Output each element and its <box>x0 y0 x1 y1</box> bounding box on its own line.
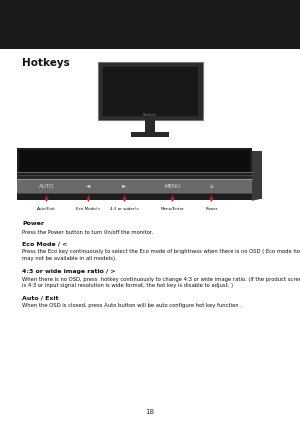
Bar <box>145 120 155 132</box>
Text: is 4:3 or input signal resolution is wide format, the hot key is disable to adju: is 4:3 or input signal resolution is wid… <box>22 283 233 288</box>
Text: ◄: ◄ <box>86 184 91 189</box>
Text: Power: Power <box>205 207 218 211</box>
Bar <box>17 148 252 200</box>
Text: AUTO: AUTO <box>39 184 54 189</box>
Text: When the OSD is closed, press Auto button will be auto configure hot key functio: When the OSD is closed, press Auto butto… <box>22 304 242 309</box>
Text: MENU: MENU <box>164 184 181 189</box>
Text: 18: 18 <box>146 409 154 415</box>
Bar <box>131 132 169 137</box>
Bar <box>17 179 252 193</box>
Text: Auto/Exit: Auto/Exit <box>37 207 56 211</box>
Bar <box>252 151 262 198</box>
Polygon shape <box>252 198 262 200</box>
Text: Press the Power button to turn 0n/off the monitor.: Press the Power button to turn 0n/off th… <box>22 229 153 234</box>
Text: When there is no OSD, press  hotkey continuously to change 4:3 or wide image rat: When there is no OSD, press hotkey conti… <box>22 276 300 282</box>
Text: 4:3 or wider/>: 4:3 or wider/> <box>110 207 139 211</box>
Bar <box>101 66 199 117</box>
Text: Eco Mode/<: Eco Mode/< <box>76 207 101 211</box>
Text: ViewSonic: ViewSonic <box>143 113 157 117</box>
Text: 4:3 or wide image ratio / >: 4:3 or wide image ratio / > <box>22 268 116 273</box>
Bar <box>19 150 250 172</box>
Text: Menu/Enter: Menu/Enter <box>160 207 184 211</box>
Text: Press the Eco key continuously to select the Eco mode of brightness when there i: Press the Eco key continuously to select… <box>22 249 300 254</box>
Text: Hotkeys: Hotkeys <box>22 58 70 68</box>
Text: Eco Mode / <: Eco Mode / < <box>22 242 68 246</box>
Text: Power: Power <box>22 221 44 226</box>
Text: may not be available in all models).: may not be available in all models). <box>22 256 117 261</box>
Text: ⌂: ⌂ <box>210 184 213 189</box>
Text: Auto / Exit: Auto / Exit <box>22 296 58 301</box>
Bar <box>17 175 252 179</box>
Bar <box>98 62 202 120</box>
Text: ►: ► <box>122 184 127 189</box>
Bar <box>0 0 300 49</box>
